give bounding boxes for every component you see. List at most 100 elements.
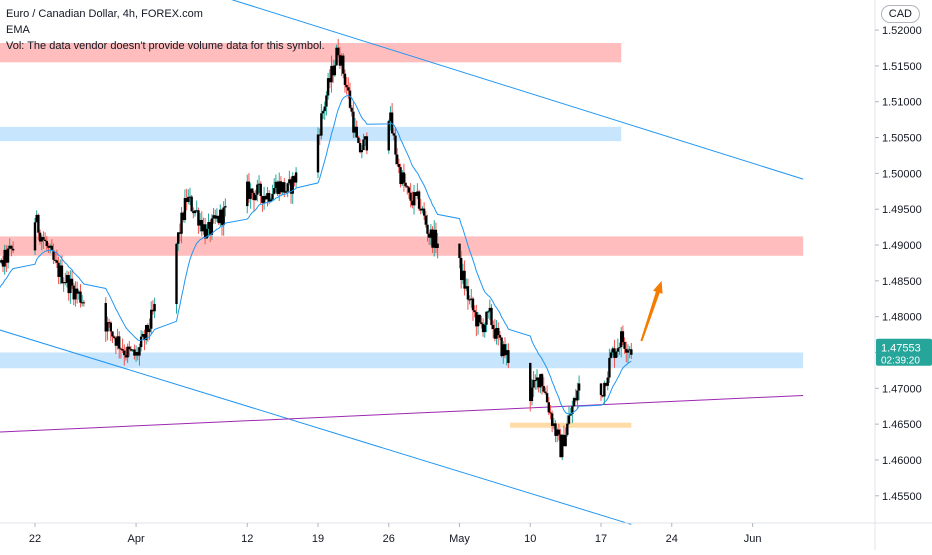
candle-body (414, 192, 417, 196)
candle-body (562, 434, 566, 447)
candle-body (395, 154, 399, 164)
candle-body (535, 377, 539, 381)
candle-body (609, 352, 613, 358)
candle-body (486, 311, 490, 313)
candle-body (65, 275, 69, 283)
candle-body (118, 336, 121, 349)
last-price-value: 1.47553 (881, 343, 921, 355)
candle-body (480, 322, 483, 325)
candle-body (37, 214, 40, 233)
candle-body (64, 282, 67, 284)
candle-body (564, 434, 567, 447)
orange_zone (510, 422, 632, 428)
candle-body (77, 291, 80, 294)
candle-body (190, 196, 193, 212)
candle-body (599, 383, 603, 396)
candle-body (409, 192, 412, 201)
candle-body (365, 136, 369, 151)
candle-body (205, 228, 209, 239)
candle-body (247, 181, 251, 199)
bar-countdown: 02:39:20 (881, 356, 920, 367)
candle-body (333, 65, 337, 76)
candle-body (626, 350, 630, 353)
candle-body (1, 260, 5, 267)
candle-body (43, 239, 47, 241)
candle-body (131, 349, 134, 351)
candle-body (119, 348, 123, 350)
candle-body (476, 314, 480, 327)
x-tick-label: 10 (524, 533, 536, 545)
candle-body (345, 84, 348, 88)
candle-body (577, 383, 581, 391)
candle-body (625, 348, 628, 353)
candle-body (491, 325, 495, 330)
candle-body (112, 336, 116, 338)
candle-body (606, 377, 609, 386)
candle-body (539, 374, 542, 388)
candle-body (202, 224, 205, 232)
candle-body (281, 182, 284, 193)
candle-body (353, 126, 357, 133)
candle-body (151, 309, 155, 312)
candle-body (620, 331, 623, 348)
candle-body (604, 382, 608, 386)
candle-body (542, 385, 545, 392)
candle-body (463, 270, 466, 289)
candle-body (129, 349, 133, 351)
blue_zone_1 (0, 126, 622, 142)
candle-body (436, 243, 439, 249)
candle-body (183, 198, 187, 220)
candle-body (284, 191, 288, 193)
candle-body (121, 349, 124, 351)
candle-body (222, 207, 225, 226)
candle-body (197, 210, 200, 226)
candle-body (347, 87, 350, 91)
blue_zone_2 (0, 352, 804, 369)
candle-body (192, 211, 195, 214)
candle-body (294, 172, 298, 183)
candle-body (466, 286, 470, 300)
y-tick-label: 1.52500 (882, 0, 922, 1)
candle-body (422, 208, 426, 216)
candle-body (340, 55, 343, 66)
candle-body (613, 348, 616, 358)
candle-body (323, 106, 326, 112)
candle-body (534, 380, 537, 382)
y-tick-label: 1.49000 (882, 240, 922, 252)
candle-body (352, 111, 355, 133)
candle-body (114, 337, 118, 346)
candle-body (566, 423, 569, 435)
candle-body (404, 182, 407, 187)
currency-badge[interactable]: CAD (880, 5, 920, 23)
y-tick-label: 1.48500 (882, 276, 922, 288)
candle-body (618, 347, 621, 349)
y-tick-label: 1.50500 (882, 133, 922, 145)
candle-body (530, 387, 534, 402)
candle-body (69, 278, 72, 294)
candle-body (485, 311, 488, 325)
candles-layer (0, 38, 633, 461)
y-tick-label: 1.46000 (882, 455, 922, 467)
y-tick-label: 1.51000 (882, 97, 922, 109)
candle-body (316, 134, 320, 173)
candle-body (412, 192, 416, 206)
candle-body (175, 243, 178, 305)
candle-body (273, 188, 276, 194)
candle-body (611, 348, 614, 353)
candle-body (576, 390, 579, 401)
candle-body (459, 257, 463, 281)
candle-body (54, 259, 57, 261)
candle-body (291, 176, 294, 194)
candle-body (337, 47, 340, 56)
candle-body (188, 196, 192, 198)
trendlines-layer (0, 0, 804, 525)
candle-body (59, 265, 62, 277)
candle-body (215, 215, 219, 219)
candle-body (208, 222, 212, 235)
candle-body (138, 347, 141, 356)
candle-body (603, 382, 606, 397)
candle-body (182, 212, 185, 220)
